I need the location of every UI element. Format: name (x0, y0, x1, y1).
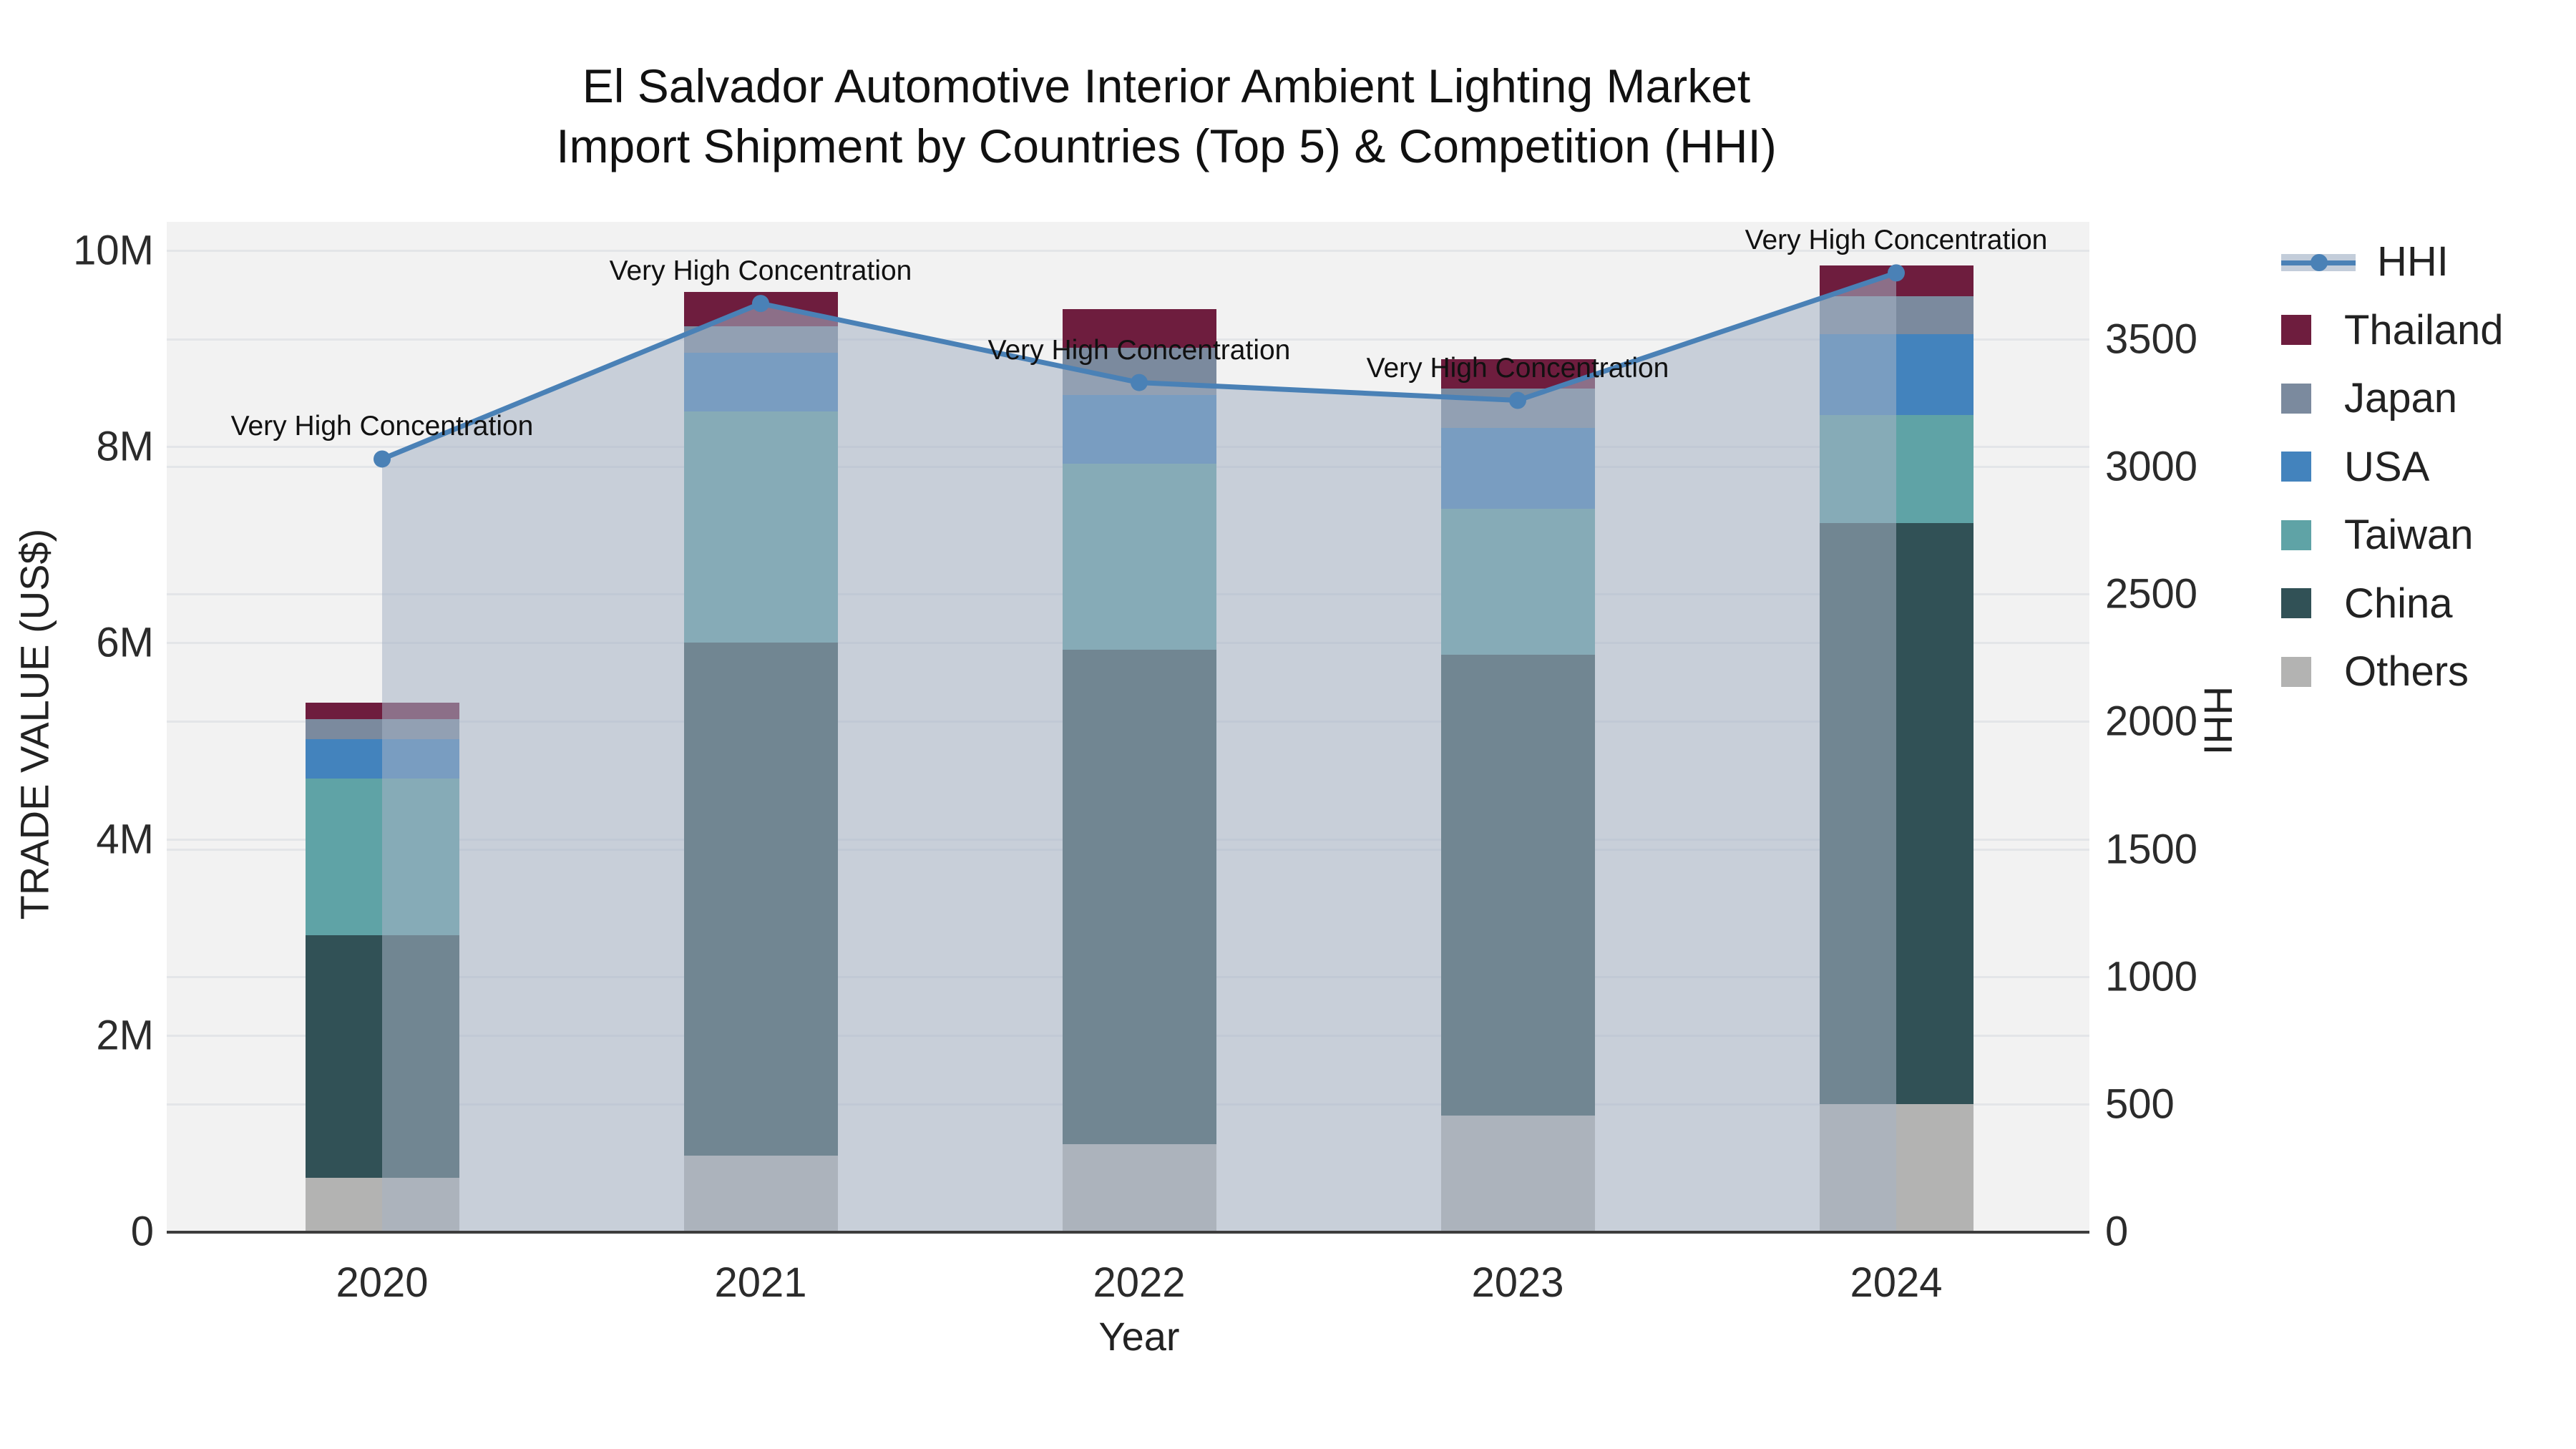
bar-segment-usa-2023[interactable] (1440, 428, 1595, 509)
legend-label-others: Others (2344, 648, 2469, 695)
y-right-tick-3500: 3500 (2105, 316, 2198, 363)
bar-segment-taiwan-2023[interactable] (1440, 508, 1595, 655)
legend-swatch-thailand-icon (2281, 315, 2311, 345)
legend-label-usa: USA (2344, 443, 2430, 490)
legend-item-japan[interactable]: Japan (2281, 374, 2457, 422)
annotation-2024: Very High Concentration (1745, 225, 2048, 256)
bar-segment-china-2024[interactable] (1819, 523, 1974, 1104)
y-right-tick-3000: 3000 (2105, 443, 2198, 490)
bar-segment-china-2023[interactable] (1440, 654, 1595, 1116)
bar-segment-taiwan-2022[interactable] (1062, 463, 1216, 650)
bar-segment-japan-2021[interactable] (683, 326, 838, 353)
legend-swatch-japan-icon (2281, 383, 2311, 414)
x-tick-2020: 2020 (336, 1259, 429, 1306)
x-axis-line (167, 1231, 2089, 1234)
x-tick-2021: 2021 (714, 1259, 807, 1306)
bar-segment-others-2022[interactable] (1062, 1143, 1216, 1231)
legend-item-usa[interactable]: USA (2281, 443, 2429, 491)
annotation-2023: Very High Concentration (1366, 352, 1669, 384)
bar-segment-usa-2022[interactable] (1062, 394, 1216, 464)
bar-segment-japan-2020[interactable] (305, 719, 459, 739)
bar-segment-usa-2024[interactable] (1819, 333, 1974, 416)
chart-title: El Salvador Automotive Interior Ambient … (556, 56, 1777, 176)
legend-item-thailand[interactable]: Thailand (2281, 306, 2503, 354)
legend-label-china: China (2344, 580, 2453, 627)
bar-segment-china-2020[interactable] (305, 935, 459, 1178)
legend-label-thailand: Thailand (2344, 306, 2504, 353)
bar-segment-china-2022[interactable] (1062, 649, 1216, 1144)
hhi-marker-2023[interactable] (1509, 391, 1526, 409)
bar-segment-usa-2021[interactable] (683, 352, 838, 411)
x-axis-title: Year (1098, 1314, 1180, 1359)
y-left-tick-10M: 10M (73, 227, 154, 274)
legend-label-japan: Japan (2344, 375, 2458, 421)
bar-segment-usa-2020[interactable] (305, 738, 459, 779)
y-left-tick-0: 0 (130, 1208, 154, 1255)
bar-segment-others-2023[interactable] (1440, 1116, 1595, 1231)
hhi-legend-marker-icon (2311, 253, 2328, 271)
bar-segment-japan-2024[interactable] (1819, 296, 1974, 334)
bar-segment-taiwan-2020[interactable] (305, 778, 459, 935)
chart-title-line1: El Salvador Automotive Interior Ambient … (582, 59, 1751, 112)
bar-segment-china-2021[interactable] (683, 643, 838, 1156)
y-left-tick-4M: 4M (96, 816, 154, 863)
legend-swatch-taiwan-icon (2281, 519, 2311, 550)
legend-swatch-others-icon (2281, 656, 2311, 687)
hhi-marker-2021[interactable] (752, 295, 769, 313)
y-right-tick-500: 500 (2105, 1080, 2175, 1128)
y-right-tick-2000: 2000 (2105, 698, 2198, 745)
y-right-tick-2500: 2500 (2105, 570, 2198, 618)
x-tick-2023: 2023 (1471, 1259, 1564, 1306)
y-axis-right-title: HHI (2195, 686, 2241, 756)
legend-swatch-china-icon (2281, 588, 2311, 618)
bar-segment-thailand-2020[interactable] (305, 703, 459, 720)
legend-swatch-usa-icon (2281, 452, 2311, 482)
x-tick-2022: 2022 (1093, 1259, 1186, 1306)
legend-label-taiwan: Taiwan (2344, 512, 2474, 558)
y-right-tick-0: 0 (2105, 1208, 2129, 1255)
hhi-marker-2020[interactable] (374, 450, 391, 468)
y-left-tick-8M: 8M (96, 423, 154, 470)
y-right-tick-1000: 1000 (2105, 953, 2198, 1000)
y-axis-left-title: TRADE VALUE (US$) (11, 528, 57, 920)
x-tick-2024: 2024 (1850, 1259, 1943, 1306)
hhi-marker-2022[interactable] (1131, 374, 1148, 391)
gridline-trade-10m (167, 250, 2089, 252)
chart-title-line2: Import Shipment by Countries (Top 5) & C… (556, 119, 1777, 172)
hhi-marker-2024[interactable] (1888, 264, 1905, 282)
hhi-legend-sample-icon (2281, 247, 2356, 277)
bar-segment-others-2020[interactable] (305, 1177, 459, 1231)
annotation-2022: Very High Concentration (987, 334, 1291, 366)
y-right-tick-1500: 1500 (2105, 826, 2198, 873)
legend-item-hhi[interactable]: HHI (2281, 238, 2449, 286)
bar-segment-others-2021[interactable] (683, 1156, 838, 1231)
y-left-tick-6M: 6M (96, 619, 154, 666)
bar-segment-taiwan-2024[interactable] (1819, 415, 1974, 524)
bar-segment-others-2024[interactable] (1819, 1103, 1974, 1231)
legend-item-taiwan[interactable]: Taiwan (2281, 511, 2474, 559)
legend-item-china[interactable]: China (2281, 580, 2453, 628)
y-left-tick-2M: 2M (96, 1012, 154, 1059)
legend-label-hhi: HHI (2377, 238, 2449, 285)
legend-item-others[interactable]: Others (2281, 648, 2469, 696)
annotation-2021: Very High Concentration (609, 255, 912, 287)
bar-segment-taiwan-2021[interactable] (683, 411, 838, 643)
annotation-2020: Very High Concentration (230, 411, 534, 442)
